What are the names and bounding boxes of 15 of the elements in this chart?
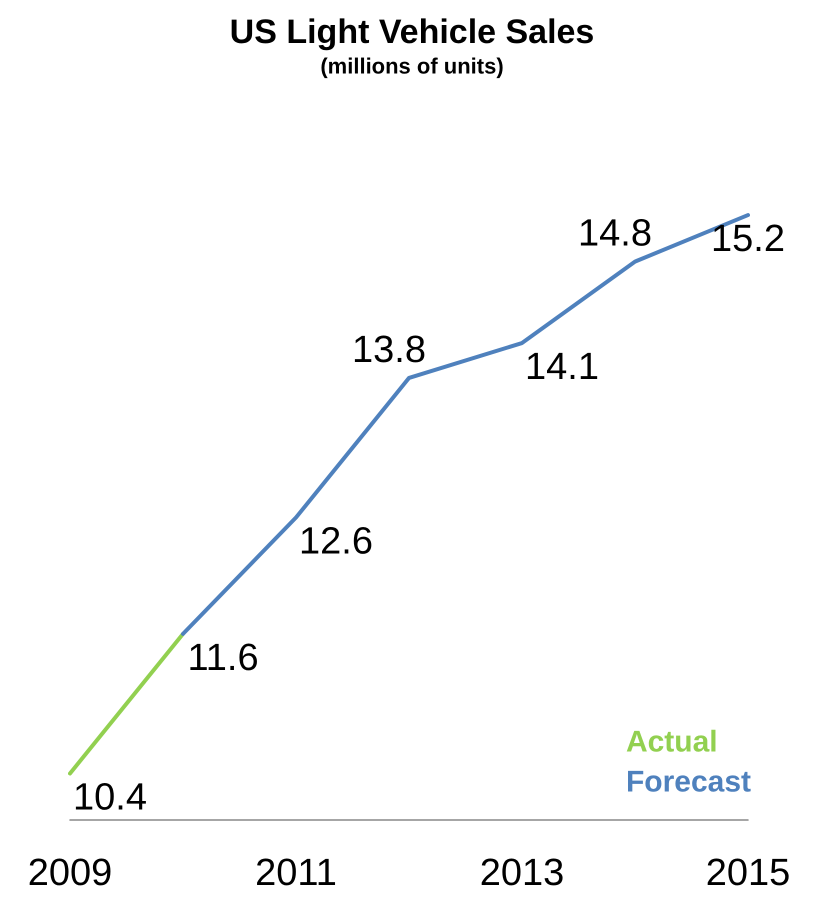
text: Actual [626, 726, 718, 758]
x-tick-label: 2013 [480, 852, 564, 894]
data-label: 13.8 [352, 328, 426, 371]
data-label: 10.4 [73, 776, 147, 818]
x-tick-label: 2009 [28, 852, 112, 894]
data-label: 14.8 [578, 212, 652, 255]
chart-subtitle: (millions of units) [320, 54, 504, 78]
text: Forecast [626, 766, 752, 798]
x-tick-label: 2011 [255, 852, 337, 894]
data-label: 15.2 [711, 218, 785, 260]
chart-title: US Light Vehicle Sales [230, 13, 594, 51]
data-label: 12.6 [299, 520, 373, 563]
data-label: 14.1 [525, 346, 599, 388]
data-label: 11.6 [187, 636, 259, 679]
x-tick-label: 2015 [706, 852, 790, 894]
